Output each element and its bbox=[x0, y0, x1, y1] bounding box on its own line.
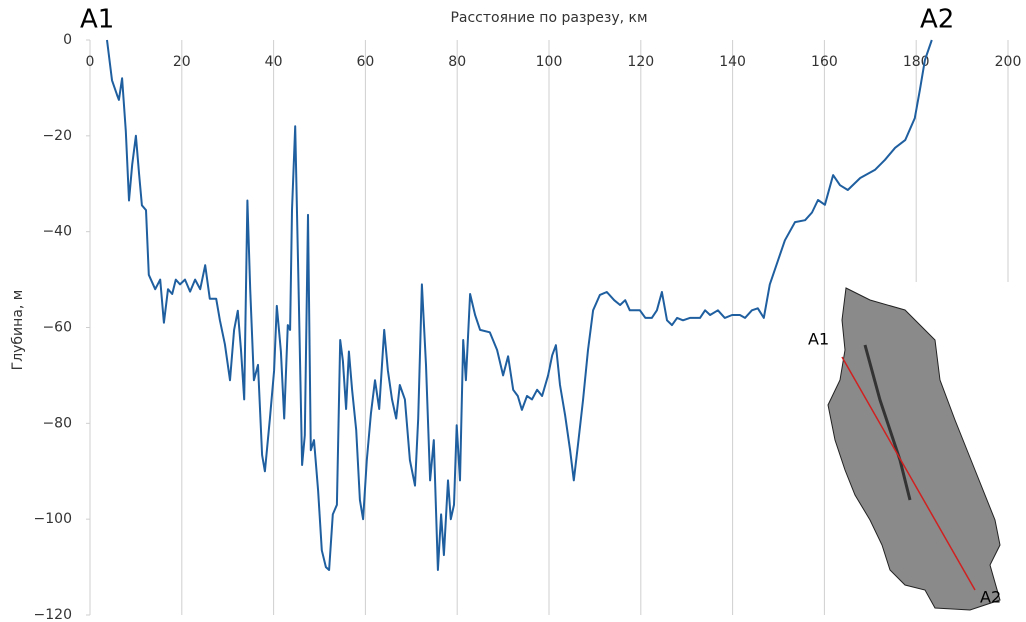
series bbox=[107, 40, 932, 570]
inset-map: A1 A2 bbox=[808, 282, 1012, 616]
x-tick-label: 80 bbox=[448, 54, 466, 70]
x-tick-label: 120 bbox=[627, 54, 654, 70]
y-tick-label: −40 bbox=[42, 224, 72, 240]
y-tick-label: −100 bbox=[34, 511, 72, 527]
chart: Расстояние по разрезу, км Глубина, м A1 … bbox=[0, 0, 1026, 622]
inset-label: A2 bbox=[980, 588, 1001, 607]
x-tick-label: 60 bbox=[356, 54, 374, 70]
x-axis-label: Расстояние по разрезу, км bbox=[450, 10, 647, 26]
y-tick-label: −120 bbox=[34, 607, 72, 622]
page: Расстояние по разрезу, км Глубина, м A1 … bbox=[0, 0, 1026, 622]
y-tick-label: −80 bbox=[42, 415, 72, 431]
annotation: A1 bbox=[80, 5, 114, 35]
x-tick-label: 160 bbox=[811, 54, 838, 70]
x-tick-label: 0 bbox=[86, 54, 95, 70]
depth-line bbox=[107, 40, 932, 570]
x-tick-label: 100 bbox=[536, 54, 563, 70]
x-tick-label: 20 bbox=[173, 54, 191, 70]
y-axis-label: Глубина, м bbox=[10, 290, 26, 371]
inset-label: A1 bbox=[808, 330, 829, 349]
x-tick-label: 200 bbox=[995, 54, 1022, 70]
annotation: A2 bbox=[920, 5, 954, 35]
x-tick-label: 140 bbox=[719, 54, 746, 70]
y-tick-label: 0 bbox=[63, 32, 72, 48]
y-tick-label: −60 bbox=[42, 320, 72, 336]
x-tick-label: 40 bbox=[265, 54, 283, 70]
y-tick-label: −20 bbox=[42, 128, 72, 144]
